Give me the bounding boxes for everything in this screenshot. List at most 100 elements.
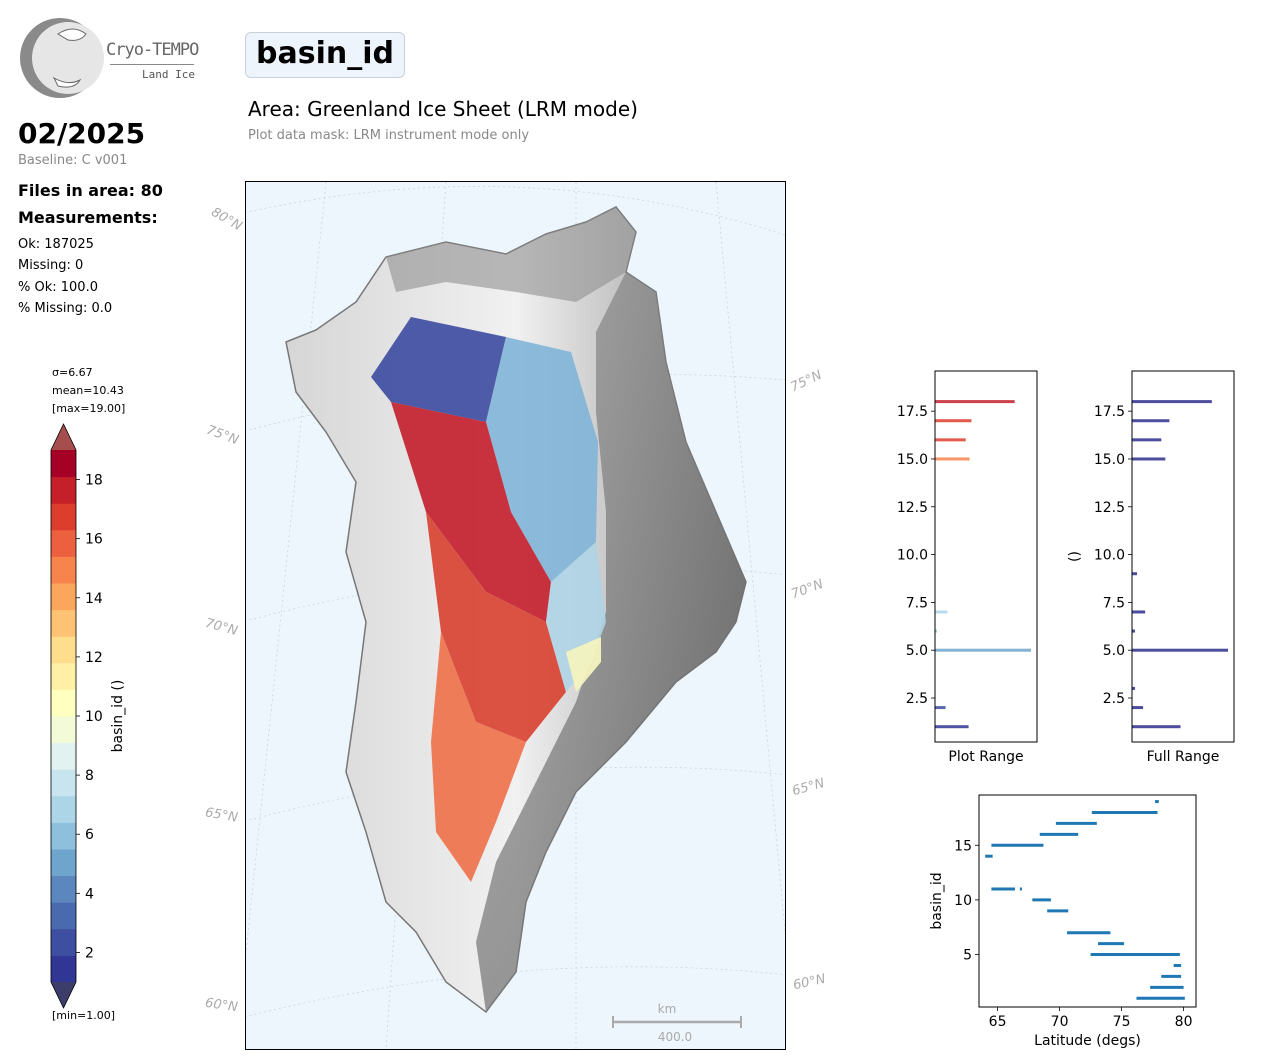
stat-pct-ok: % Ok: 100.0: [18, 280, 98, 295]
histogram-ytick-label: 10.0: [897, 548, 928, 564]
lat-label-60n: 60°N: [204, 995, 239, 1016]
colorbar-segment: [51, 583, 76, 611]
histogram-ytick-label: 12.5: [1094, 500, 1125, 516]
colorbar-segment: [51, 556, 76, 584]
histogram-bar: [935, 648, 1031, 652]
scatter-xlabel: Latitude (degs): [1034, 1033, 1141, 1049]
lat-label-75n: 75°N: [204, 422, 241, 449]
histogram-ytick-label: 12.5: [897, 500, 928, 516]
histogram-bar: [935, 400, 1015, 404]
stat-pct-missing: % Missing: 0.0: [18, 301, 113, 316]
colorbar-segment: [51, 849, 76, 877]
colorbar-tick-label: 14: [85, 591, 103, 607]
histogram-ytick-label: 7.5: [1103, 595, 1125, 611]
histogram-ytick-label: 5.0: [906, 643, 928, 659]
histogram-xlabel: Plot Range: [948, 749, 1023, 765]
colorbar-tick-label: 10: [85, 709, 103, 725]
colorbar-tick-label: 16: [85, 532, 103, 548]
colorbar-tick-label: 18: [85, 473, 103, 489]
scatter-frame: [978, 794, 1197, 1008]
scatter-xtick-label: 70: [1051, 1014, 1069, 1030]
month-label: 02/2025: [18, 117, 146, 150]
histogram-bar: [1132, 706, 1144, 710]
colorbar-tick-label: 4: [85, 886, 94, 902]
scalebar-value: 400.0: [658, 1030, 692, 1044]
logo-subtitle: Land Ice: [142, 68, 195, 81]
stat-ok: Ok: 187025: [18, 237, 94, 252]
histogram-bar: [1132, 610, 1146, 614]
north-coast-relief: [386, 207, 636, 302]
scatter-ytick-label: 5: [963, 948, 972, 964]
lat-label-65n: 65°N: [203, 805, 239, 826]
histogram-ylabel: (): [1067, 551, 1083, 562]
histogram-bar: [935, 629, 937, 633]
colorbar-label: basin_id (): [110, 679, 126, 753]
colorbar-segment: [51, 875, 76, 903]
histogram-bar: [935, 725, 969, 729]
histogram-bar: [1132, 457, 1166, 461]
colorbar-tick-label: 8: [85, 768, 94, 784]
histogram-frame: [1131, 370, 1235, 743]
colorbar-segment: [51, 795, 76, 823]
histogram-bar: [1132, 629, 1136, 633]
colorbar-min: [min=1.00]: [52, 1009, 116, 1022]
moon-logo-icon: [20, 18, 104, 98]
histogram-ytick-label: 2.5: [906, 691, 928, 707]
colorbar: 2 4 6 8 10 12 14 16 18: [50, 423, 103, 1009]
logo-divider: [110, 64, 194, 65]
stat-missing: Missing: 0: [18, 258, 84, 273]
lrm-tracks: [371, 317, 606, 882]
measurements-heading: Measurements:: [18, 208, 158, 227]
colorbar-segment: [51, 716, 76, 744]
colorbar-segment: [51, 636, 76, 664]
full-range-histogram: 2.5 5.0 7.5 10.0 12.5 15.0 17.5 Full Range (): [1067, 370, 1235, 765]
histogram-ytick-label: 2.5: [1103, 691, 1125, 707]
plot-range-histogram: 2.5 5.0 7.5 10.0 12.5 15.0 17.5 Plot Range: [897, 370, 1038, 765]
histogram-bar: [935, 457, 970, 461]
latitude-scatter: 65 70 75 80 5 10 15 Latitude (degs) basin_id: [929, 794, 1197, 1049]
histogram-bar: [1132, 572, 1138, 576]
map-panel: km 400.0: [245, 181, 786, 1050]
colorbar-outline: [50, 423, 77, 1009]
colorbar-extend-high: [51, 424, 76, 450]
lat-label-70n: 70°N: [203, 616, 240, 639]
colorbar-segment: [51, 928, 76, 956]
colorbar-segment: [51, 955, 76, 983]
scatter-ylabel: basin_id: [929, 872, 945, 929]
histogram-ytick-label: 15.0: [897, 452, 928, 468]
colorbar-segment: [51, 769, 76, 797]
histogram-xlabel: Full Range: [1147, 749, 1220, 765]
histogram-bar: [935, 706, 946, 710]
lat-label-80n: 80°N: [208, 204, 245, 235]
colorbar-segment: [51, 450, 76, 478]
colorbar-mean: mean=10.43: [52, 384, 124, 397]
lat-label-60n-right: 60°N: [791, 971, 827, 994]
variable-title: basin_id: [245, 32, 405, 78]
histogram-bar: [1132, 648, 1228, 652]
files-count: Files in area: 80: [18, 181, 163, 200]
colorbar-segment: [51, 529, 76, 557]
histogram-bar: [1132, 419, 1170, 423]
histogram-bar: [1132, 438, 1162, 442]
scalebar: km 400.0: [612, 1002, 742, 1044]
mask-note: Plot data mask: LRM instrument mode only: [248, 128, 530, 143]
histogram-ytick-label: 10.0: [1094, 548, 1125, 564]
lat-label-75n-right: 75°N: [788, 367, 825, 396]
scatter-xtick-label: 75: [1113, 1014, 1131, 1030]
histogram-bar: [935, 438, 966, 442]
greenland-map: km 400.0: [246, 182, 785, 1049]
scatter-ytick-label: 10: [954, 893, 972, 909]
colorbar-sigma: σ=6.67: [52, 366, 93, 379]
colorbar-segment: [51, 902, 76, 930]
histogram-ytick-label: 7.5: [906, 595, 928, 611]
colorbar-segment: [51, 822, 76, 850]
logo-brand: Cryo-TEMPO: [106, 40, 199, 60]
histogram-bar: [1132, 686, 1136, 690]
colorbar-segment: [51, 689, 76, 717]
colorbar-tick-label: 6: [85, 827, 94, 843]
histogram-bar: [1132, 725, 1181, 729]
colorbar-segment: [51, 609, 76, 637]
colorbar-max: [max=19.00]: [52, 402, 126, 415]
colorbar-tick-label: 2: [85, 945, 94, 961]
colorbar-extend-low: [51, 982, 76, 1008]
